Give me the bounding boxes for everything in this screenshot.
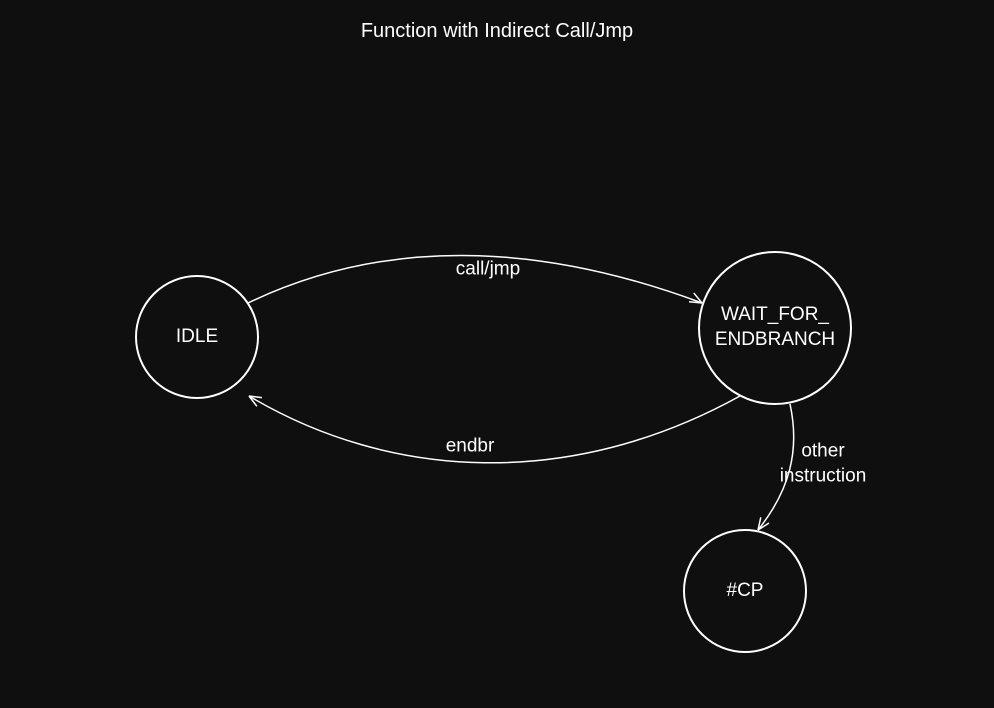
node-idle-label: IDLE <box>176 325 218 350</box>
edge-label-endbr-text: endbr <box>446 436 495 457</box>
diagram-title: Function with Indirect Call/Jmp <box>361 20 633 43</box>
node-idle: IDLE <box>135 275 259 399</box>
edge-label-calljmp: call/jmp <box>456 258 520 283</box>
edge-label-other-text: otherinstruction <box>780 440 867 486</box>
node-wait-label: WAIT_FOR_ENDBRANCH <box>715 303 835 352</box>
node-cp-label: #CP <box>727 579 764 604</box>
edge-label-calljmp-text: call/jmp <box>456 259 520 280</box>
edge-label-endbr: endbr <box>446 435 495 460</box>
edge-label-other: otherinstruction <box>780 439 867 488</box>
node-wait: WAIT_FOR_ENDBRANCH <box>698 251 852 405</box>
arrowheads <box>247 293 769 533</box>
node-cp: #CP <box>683 529 807 653</box>
